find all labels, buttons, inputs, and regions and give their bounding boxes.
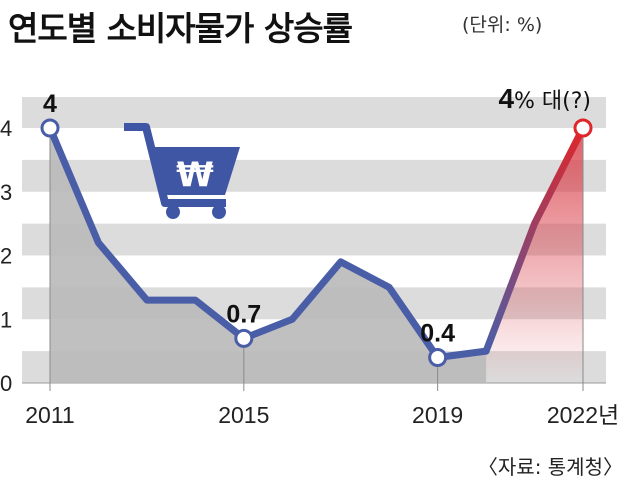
- grid-band: [22, 97, 606, 128]
- x-tick-label: 2022년: [547, 402, 619, 428]
- y-tick-label: 0: [0, 371, 12, 396]
- area-historical: [50, 128, 487, 383]
- grid-band: [22, 223, 606, 256]
- data-labels: 40.70.44% 대(?): [43, 83, 591, 348]
- data-point: [40, 118, 60, 138]
- forecast-value: 4: [498, 83, 514, 114]
- y-tick-label: 2: [0, 244, 12, 269]
- data-point: [428, 348, 448, 367]
- y-tick-label: 1: [0, 307, 12, 332]
- unit-note: (단위: %): [462, 14, 543, 36]
- grid-band: [22, 159, 606, 192]
- y-tick-label: 4: [0, 116, 12, 141]
- shopping-cart-won-icon: ₩: [124, 123, 240, 219]
- forecast-label: 4% 대(?): [498, 83, 591, 114]
- data-label: 0.7: [226, 300, 261, 328]
- area-fill: [49, 128, 584, 391]
- x-tick-label: 2011: [25, 402, 74, 428]
- data-points: [40, 118, 593, 367]
- y-tick-label: 3: [0, 180, 12, 205]
- series-lines: [46, 124, 587, 361]
- forecast-line: [482, 124, 587, 355]
- x-tick-label: 2015: [218, 402, 269, 428]
- data-label: 4: [43, 90, 57, 118]
- data-label: 0.4: [420, 320, 455, 348]
- y-tick-labels: 0 1 2 3 4: [0, 116, 12, 396]
- data-point: [234, 328, 254, 348]
- forecast-text: % 대(?): [514, 89, 591, 114]
- svg-text:₩: ₩: [176, 155, 214, 195]
- chart-title: 연도별 소비자물가 상승률: [8, 9, 353, 48]
- x-tick-label: 2019: [412, 402, 463, 428]
- area-forecast: [486, 128, 583, 383]
- x-tick-labels: 2011 2015 2019 2022년: [25, 402, 619, 428]
- source-note: 〈자료: 통계청〉: [477, 455, 623, 479]
- series-line: [46, 124, 490, 361]
- data-point: [573, 118, 593, 138]
